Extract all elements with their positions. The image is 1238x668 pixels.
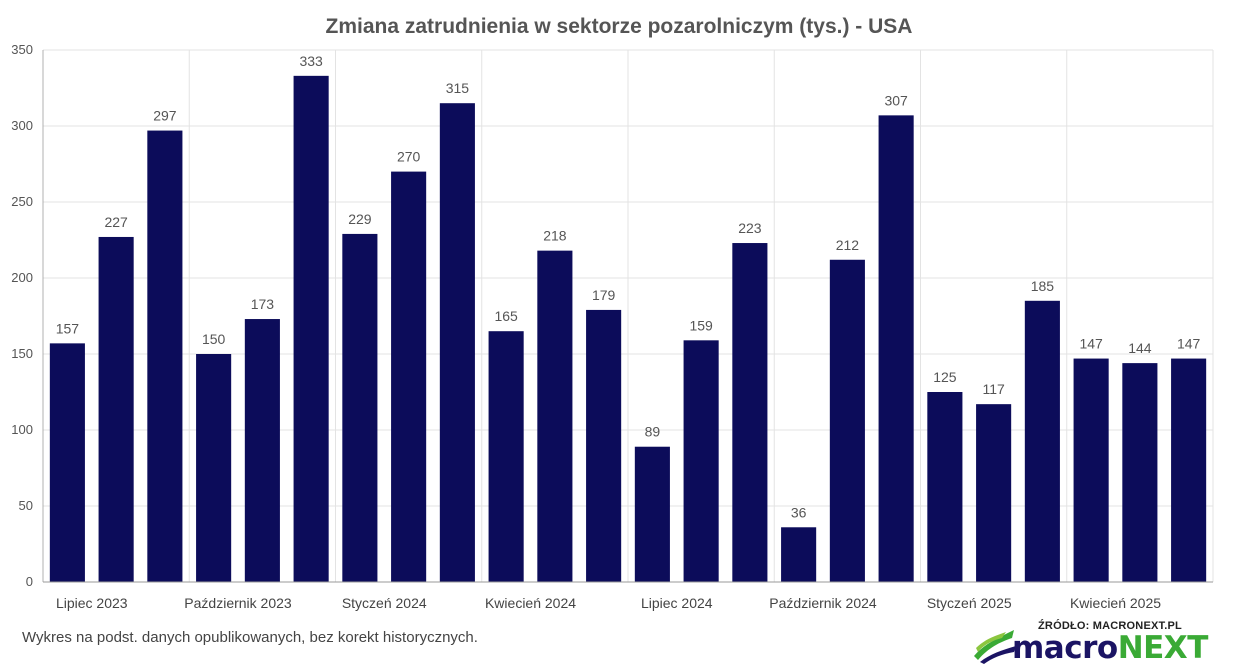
bar-series — [49, 75, 1207, 583]
data-label: 125 — [933, 369, 957, 385]
bar — [439, 103, 475, 582]
data-label: 315 — [446, 80, 470, 96]
bar — [634, 446, 670, 582]
y-tick-label: 50 — [19, 498, 33, 513]
data-label: 307 — [884, 92, 908, 108]
logo-source-text: ŹRÓDŁO: MACRONEXT.PL — [1038, 620, 1182, 632]
bar — [342, 233, 378, 583]
bar — [927, 392, 963, 582]
x-tick-label: Październik 2024 — [769, 595, 877, 611]
y-tick-label: 200 — [11, 270, 33, 285]
data-label: 173 — [251, 296, 275, 312]
x-axis: Lipiec 2023 Październik 2023 Styczeń 2024 K… — [43, 581, 1213, 611]
data-label: 144 — [1128, 340, 1152, 356]
data-label: 223 — [738, 220, 762, 236]
x-tick-label: Lipiec 2024 — [641, 595, 713, 611]
y-tick-label: 150 — [11, 346, 33, 361]
bar — [1171, 358, 1207, 582]
bar — [781, 527, 817, 582]
bar — [683, 340, 719, 582]
logo-wordmark: macroNEXT — [1012, 631, 1208, 665]
data-label: 150 — [202, 331, 226, 347]
data-label: 185 — [1031, 278, 1055, 294]
y-tick-label: 100 — [11, 422, 33, 437]
bar — [391, 171, 427, 582]
macronext-logo: ŹRÓDŁO: MACRONEXT.PL macroNEXT — [972, 620, 1222, 666]
bar — [878, 115, 914, 583]
bar — [537, 250, 573, 582]
x-tick-label: Lipiec 2023 — [56, 595, 128, 611]
y-tick-label: 0 — [26, 574, 33, 589]
bar — [1024, 300, 1060, 582]
x-tick-label: Październik 2023 — [184, 595, 292, 611]
data-label: 229 — [348, 211, 372, 227]
bar — [147, 130, 183, 582]
chart-title: Zmiana zatrudnienia w sektorze pozarolni… — [326, 15, 913, 38]
bar — [829, 259, 865, 582]
bar — [488, 331, 524, 582]
footnote: Wykres na podst. danych opublikowanych, … — [22, 629, 478, 646]
bar — [1073, 358, 1109, 582]
data-labels: 157 227 297 150 173 333 229 270 315 165 218 179 89 15… — [56, 53, 1201, 520]
bar — [49, 343, 85, 582]
y-tick-label: 350 — [11, 42, 33, 57]
bar — [586, 309, 622, 582]
y-axis: 0 50 100 150 200 250 300 350 — [11, 42, 44, 589]
data-label: 159 — [689, 317, 713, 333]
data-label: 89 — [645, 424, 661, 440]
data-label: 227 — [104, 214, 128, 230]
chart-grid — [43, 49, 1214, 583]
logo-swoosh-icon — [974, 630, 1016, 664]
x-tick-label: Kwiecień 2024 — [485, 595, 576, 611]
bar — [1122, 363, 1158, 582]
data-label: 147 — [1079, 336, 1103, 352]
bar-chart: Zmiana zatrudnienia w sektorze pozarolni… — [11, 15, 1214, 611]
x-tick-label: Styczeń 2025 — [927, 595, 1012, 611]
data-label: 157 — [56, 320, 80, 336]
data-label: 218 — [543, 228, 567, 244]
bar — [98, 236, 134, 582]
logo-wordmark-macro: macro — [1012, 630, 1118, 666]
data-label: 165 — [494, 308, 518, 324]
bar — [732, 243, 768, 583]
data-label: 36 — [791, 504, 807, 520]
x-tick-label: Styczeń 2024 — [342, 595, 427, 611]
bar — [293, 75, 329, 582]
bar — [196, 354, 232, 582]
x-tick-label: Kwiecień 2025 — [1070, 595, 1161, 611]
data-label: 212 — [836, 237, 860, 253]
bar — [244, 319, 280, 582]
data-label: 333 — [299, 53, 323, 69]
data-label: 297 — [153, 108, 177, 124]
logo-wordmark-next: NEXT — [1117, 630, 1209, 666]
data-label: 117 — [982, 381, 1005, 397]
y-tick-label: 250 — [11, 194, 33, 209]
data-label: 270 — [397, 149, 421, 165]
bar — [976, 404, 1012, 582]
data-label: 179 — [592, 287, 616, 303]
y-tick-label: 300 — [11, 118, 33, 133]
data-label: 147 — [1177, 336, 1201, 352]
